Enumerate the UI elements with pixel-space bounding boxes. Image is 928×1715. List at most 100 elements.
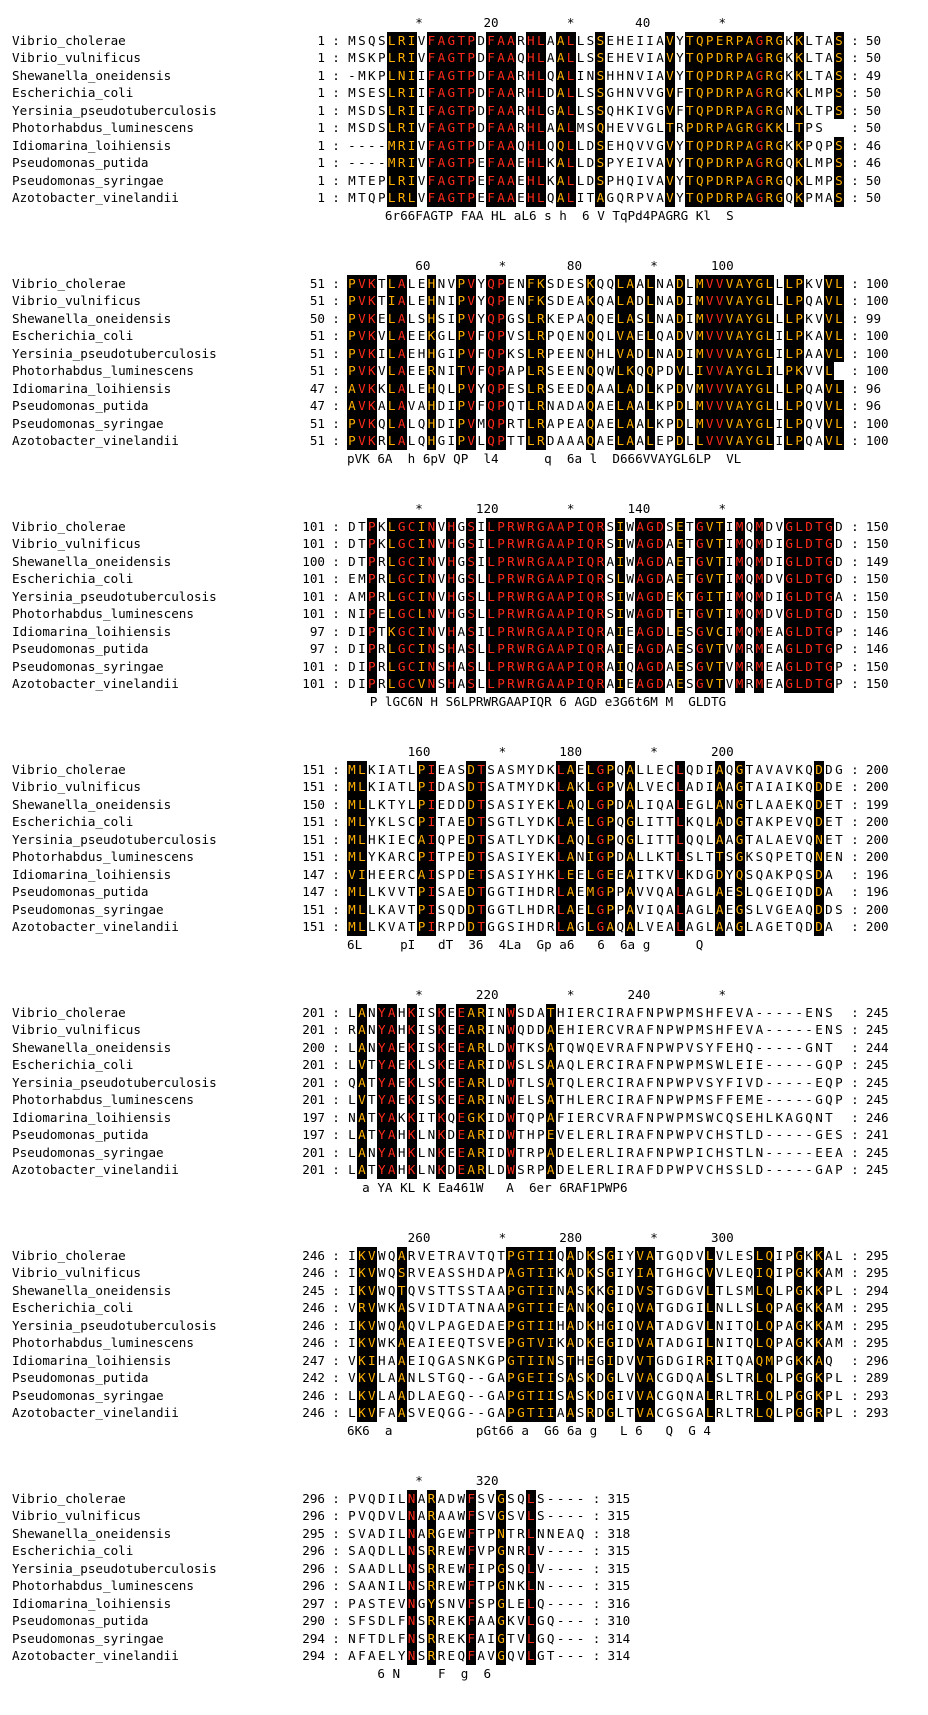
species-name: Shewanella_oneidensis [12, 796, 172, 812]
sequence-row: Shewanella_oneidensis 200: L A N Y A E K I S K E E A R L… [12, 1038, 889, 1056]
separator: : [332, 1370, 340, 1385]
end-position: 146 [865, 641, 889, 656]
species-name: Vibrio_cholerae [12, 275, 126, 291]
species-name: Pseudomonas_syringae [12, 1630, 164, 1646]
species-name: Yersinia_pseudotuberculosis [12, 102, 217, 118]
separator: : [851, 310, 859, 326]
separator: : [851, 1300, 859, 1315]
end-position: 150 [865, 606, 889, 621]
separator: : [332, 814, 340, 829]
sequence-row: Yersinia_pseudotuberculosis 151: M L H K I E C A I… [12, 830, 889, 848]
end-position: 295 [865, 1265, 889, 1280]
sequence-row: Vibrio_cholerae 51: P V K T L A L E H N V P V Y Q P E N F K S D… [12, 274, 889, 292]
end-position: 294 [865, 1282, 889, 1298]
start-position: 151 [302, 779, 325, 794]
sequence-row: Photorhabdus_luminescens 296: S A A N I L N S R R E W… [12, 1577, 889, 1595]
end-position: 293 [865, 1387, 889, 1403]
start-position: 245 [302, 1282, 325, 1298]
separator: : [851, 1109, 859, 1125]
species-name: Idiomarina_loihiensis [12, 137, 172, 153]
start-position: 1 [317, 85, 325, 100]
end-position: 245 [865, 1057, 889, 1072]
separator: : [332, 866, 340, 882]
sequence-row: Idiomarina_loihiensis 1: - - - - M R I V F A G T P D F A A… [12, 136, 889, 154]
sequence-row: Vibrio_cholerae 201: L A N Y A H K I S K E E A R I N W S D A T… [12, 1003, 889, 1021]
species-name: Vibrio_vulnificus [12, 1265, 141, 1280]
separator: : [332, 1508, 340, 1523]
consensus-line: a YA KL K Ea461W A 6er 6RAF1PWP6 [347, 1179, 628, 1195]
sequence-row: Shewanella_oneidensis 50: P V K E L A L S H S I P V Y Q P… [12, 309, 889, 327]
end-position: 150 [865, 588, 889, 604]
start-position: 47 [309, 380, 325, 396]
start-position: 51 [309, 275, 325, 291]
species-name: Vibrio_vulnificus [12, 293, 141, 308]
sequence-row: Escherichia_coli 101: E M P R L G C I N V H G S L L P R W R G… [12, 570, 889, 588]
separator: : [851, 137, 859, 153]
consensus-line: 6K6 a pGt66 a G6 6a g L 6 Q G 4 [347, 1422, 711, 1438]
separator: : [851, 761, 859, 777]
species-name: Vibrio_cholerae [12, 1247, 126, 1263]
start-position: 97 [309, 623, 325, 639]
separator: : [332, 1405, 340, 1420]
separator: : [851, 1057, 859, 1072]
separator: : [851, 345, 859, 361]
species-name: Shewanella_oneidensis [12, 1039, 172, 1055]
end-position: 100 [865, 328, 889, 343]
start-position: 201 [302, 1162, 325, 1177]
separator: : [332, 1543, 340, 1558]
species-name: Vibrio_cholerae [12, 1004, 126, 1020]
separator: : [332, 398, 340, 413]
separator: : [332, 67, 340, 83]
sequence-row: Azotobacter_vinelandii 101: D I P R L G C V N S H A S L… [12, 675, 889, 693]
separator: : [851, 67, 859, 83]
sequence-row: Yersinia_pseudotuberculosis 246: I K V W Q A Q V L… [12, 1316, 889, 1334]
separator: : [851, 398, 859, 413]
species-name: Yersinia_pseudotuberculosis [12, 588, 217, 604]
sequence-row: Photorhabdus_luminescens 51: P V K V L A E E R N I T V… [12, 362, 889, 380]
species-name: Pseudomonas_putida [12, 1613, 149, 1628]
end-position: 296 [865, 1352, 889, 1368]
species-name: Idiomarina_loihiensis [12, 866, 172, 882]
separator: : [332, 676, 340, 691]
end-position: 200 [865, 779, 889, 794]
separator: : [332, 328, 340, 343]
position-ruler: * 120 * 140 * [347, 501, 727, 516]
species-name: Escherichia_coli [12, 571, 134, 586]
species-name: Pseudomonas_putida [12, 1127, 149, 1142]
separator: : [851, 571, 859, 586]
species-name: Photorhabdus_luminescens [12, 120, 194, 135]
end-position: 196 [865, 866, 889, 882]
species-name: Escherichia_coli [12, 1300, 134, 1315]
sequence-row: Vibrio_vulnificus 51: P V K T I A L E H N I P V Y Q P E N F K… [12, 292, 889, 310]
separator: : [851, 884, 859, 899]
end-position: 150 [865, 676, 889, 691]
start-position: 246 [302, 1335, 325, 1350]
sequence-row: Photorhabdus_luminescens 101: N I P E L G C L N V H G… [12, 605, 889, 623]
separator: : [851, 1004, 859, 1020]
start-position: 200 [302, 1039, 325, 1055]
end-position: 295 [865, 1317, 889, 1333]
species-name: Photorhabdus_luminescens [12, 1092, 194, 1107]
separator: : [851, 553, 859, 569]
start-position: 242 [302, 1370, 325, 1385]
separator: : [851, 102, 859, 118]
end-position: 150 [865, 658, 889, 674]
separator: : [851, 1247, 859, 1263]
sequence-row: Pseudomonas_syringae 1: M T E P L R I V F A G T P E F A A E… [12, 171, 889, 189]
sequence-row: Azotobacter_vinelandii 246: L K V F A A S V E Q G G - -… [12, 1404, 889, 1422]
start-position: 51 [309, 293, 325, 308]
separator: : [332, 1127, 340, 1142]
end-position: 146 [865, 623, 889, 639]
separator: : [851, 1022, 859, 1037]
start-position: 51 [309, 433, 325, 448]
separator: : [851, 155, 859, 170]
